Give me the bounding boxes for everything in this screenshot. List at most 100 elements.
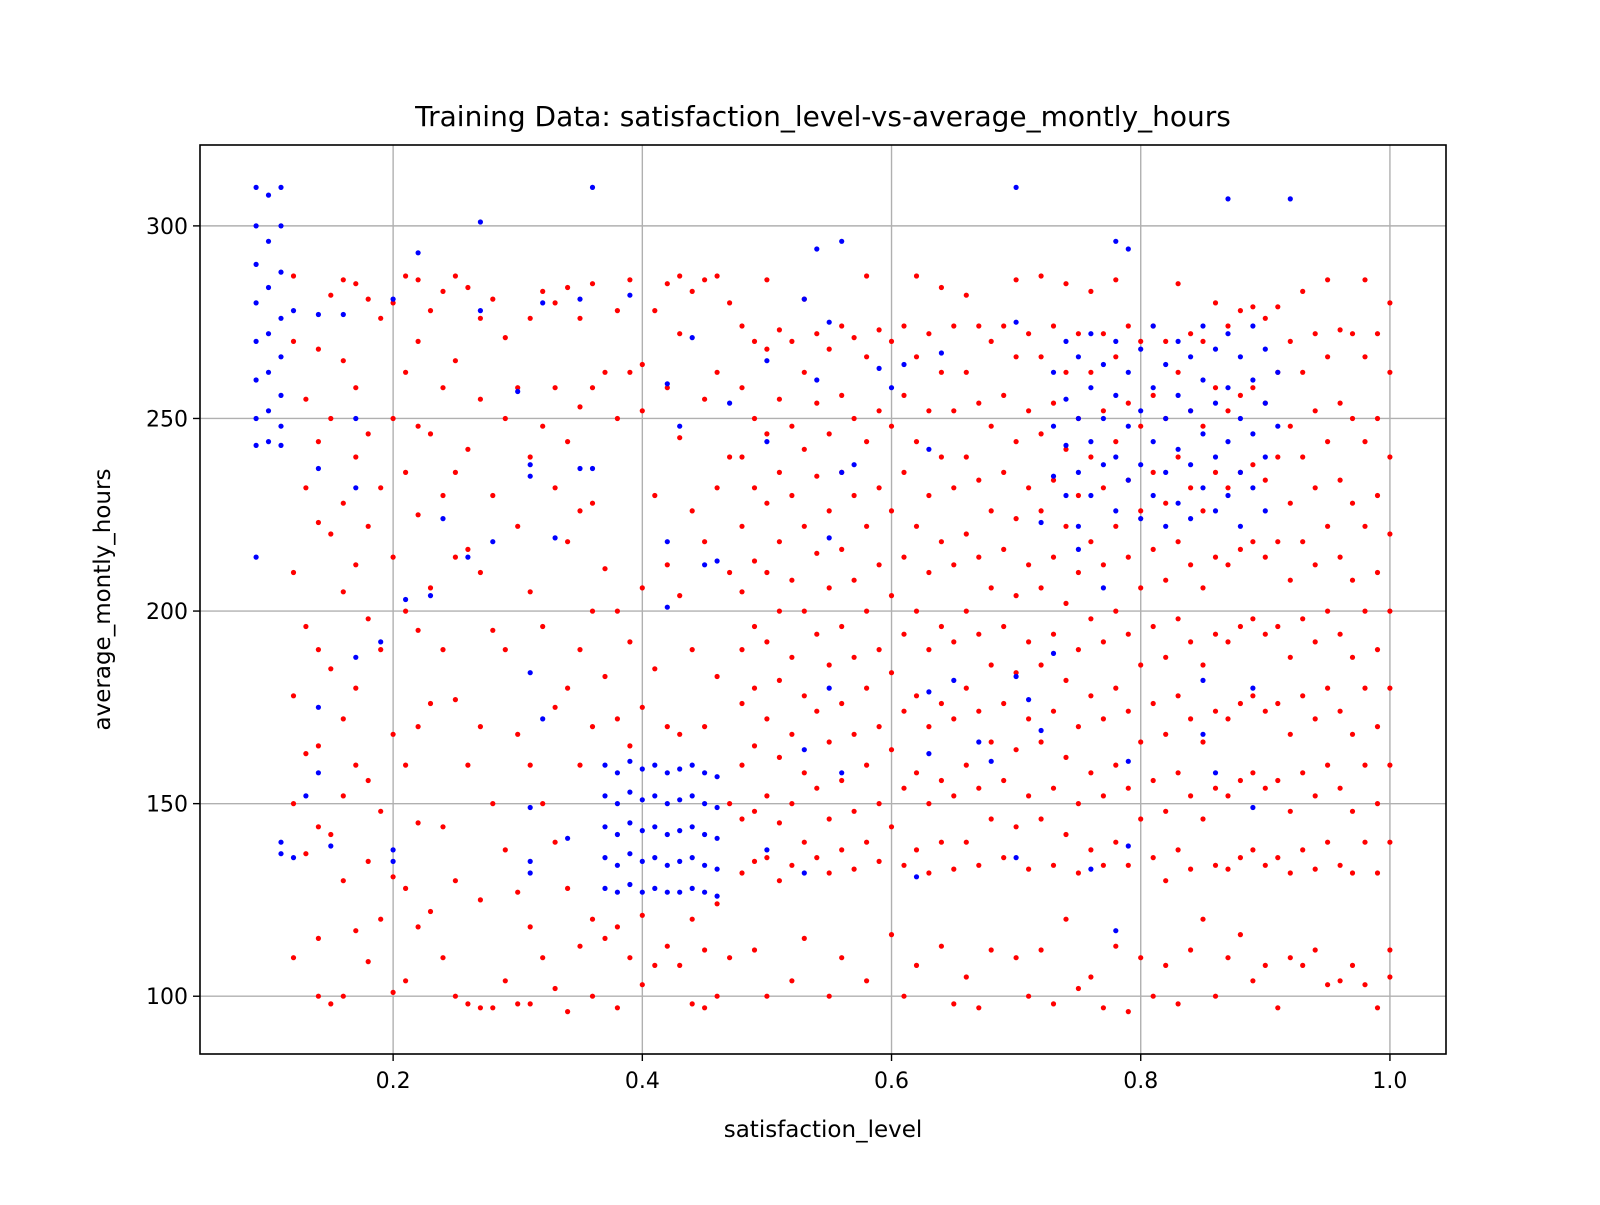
data-point (1038, 739, 1044, 745)
data-point (1250, 616, 1256, 622)
data-point (988, 816, 994, 822)
data-point (577, 465, 583, 472)
data-point (1262, 708, 1268, 714)
data-point (727, 300, 733, 306)
data-point (839, 392, 845, 398)
data-point (689, 824, 695, 830)
data-point (1200, 323, 1206, 329)
data-point (540, 623, 546, 630)
data-point (963, 974, 969, 980)
data-point (876, 647, 882, 653)
data-point (1138, 955, 1144, 961)
data-point (290, 855, 297, 861)
data-point (826, 431, 832, 437)
data-point (801, 747, 807, 753)
data-point (1163, 878, 1169, 884)
data-point (278, 851, 284, 857)
data-point (290, 273, 297, 279)
data-point (938, 839, 945, 845)
data-point (1113, 392, 1119, 398)
data-point (826, 685, 832, 691)
data-point (1100, 462, 1106, 468)
data-point (315, 993, 321, 999)
data-point (888, 508, 895, 514)
data-point (1237, 469, 1243, 475)
data-point (515, 731, 521, 737)
data-point (577, 404, 583, 410)
data-point (1337, 477, 1343, 483)
data-point (976, 785, 982, 791)
data-point (602, 855, 608, 861)
data-point (789, 978, 795, 984)
data-point (1225, 716, 1231, 722)
data-point (1088, 770, 1094, 776)
data-point (1125, 369, 1131, 375)
data-point (253, 223, 259, 229)
data-point (702, 889, 708, 895)
data-point (739, 454, 745, 460)
data-point (677, 797, 683, 803)
data-point (714, 369, 720, 375)
data-point (1075, 354, 1081, 360)
data-point (452, 273, 458, 279)
data-point (1175, 392, 1181, 398)
data-point (1300, 616, 1306, 622)
data-point (1325, 608, 1331, 614)
data-point (253, 261, 259, 267)
data-point (565, 1009, 571, 1015)
y-tick-label: 200 (146, 600, 188, 625)
data-point (801, 839, 807, 845)
data-point (888, 824, 895, 830)
data-point (1212, 785, 1219, 791)
data-point (1212, 300, 1219, 306)
data-point (1250, 431, 1256, 437)
data-point (1275, 700, 1281, 707)
data-point (390, 554, 396, 560)
data-point (976, 554, 982, 560)
data-point (689, 508, 695, 514)
data-point (515, 1001, 521, 1007)
data-point (1200, 508, 1206, 514)
data-point (1325, 762, 1331, 768)
data-point (926, 446, 932, 452)
data-point (1088, 288, 1094, 294)
data-point (290, 693, 297, 699)
data-point (689, 762, 695, 768)
data-point (589, 916, 596, 922)
data-point (1113, 762, 1119, 768)
data-point (1200, 431, 1206, 437)
data-point (290, 569, 297, 576)
data-point (1113, 277, 1119, 283)
data-point (490, 801, 496, 807)
data-point (1150, 492, 1156, 499)
data-point (926, 331, 932, 337)
data-point (1063, 369, 1069, 375)
data-point (589, 385, 596, 391)
data-point (951, 323, 957, 329)
data-point (1337, 978, 1343, 984)
data-point (1374, 724, 1381, 730)
data-point (477, 396, 483, 402)
data-point (776, 608, 783, 614)
data-point (1026, 716, 1032, 722)
data-point (577, 296, 583, 302)
data-point (976, 323, 982, 329)
data-point (1362, 839, 1368, 845)
data-point (677, 273, 683, 279)
data-point (751, 685, 758, 691)
data-point (1374, 870, 1381, 876)
data-point (926, 492, 932, 499)
data-point (677, 858, 683, 865)
data-point (951, 485, 957, 491)
data-point (664, 831, 670, 838)
data-point (664, 862, 670, 868)
data-point (1312, 639, 1318, 645)
data-point (1225, 385, 1231, 391)
data-point (1362, 685, 1368, 691)
data-point (963, 531, 969, 537)
data-point (1200, 662, 1206, 668)
data-point (1250, 978, 1256, 984)
data-point (751, 858, 758, 865)
data-point (1050, 473, 1057, 479)
